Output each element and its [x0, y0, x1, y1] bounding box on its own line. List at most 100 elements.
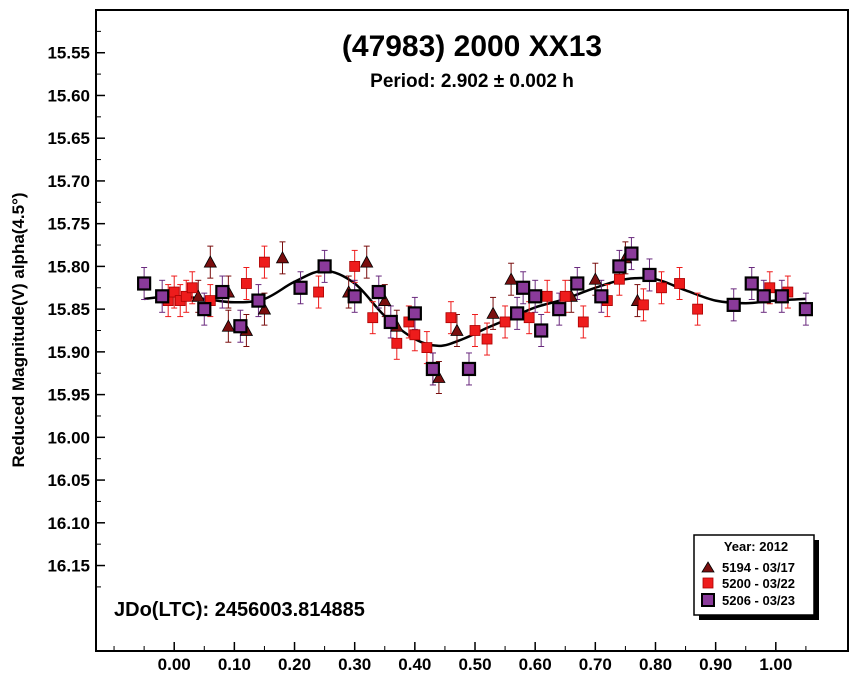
- data-point-5194: [275, 251, 290, 264]
- data-point-5200: [180, 290, 192, 302]
- data-point-5206: [137, 276, 152, 291]
- y-tick-label: 15.80: [47, 257, 90, 276]
- data-point-5200: [186, 282, 198, 294]
- x-tick-label: 0.10: [218, 655, 251, 674]
- y-tick-label: 15.75: [47, 215, 90, 234]
- data-point-5206: [756, 289, 771, 304]
- data-point-5194: [203, 255, 217, 268]
- data-point-5200: [349, 260, 361, 272]
- data-point-5200: [367, 312, 379, 324]
- chart-title: (47983) 2000 XX13: [342, 30, 602, 63]
- data-point-5200: [391, 337, 403, 349]
- data-point-5206: [425, 361, 440, 377]
- data-point-5200: [421, 342, 433, 353]
- data-point-5206: [383, 314, 398, 330]
- x-tick-label: 0.20: [278, 655, 311, 674]
- x-tick-label: 0.50: [458, 655, 491, 674]
- legend-marker-5206: [701, 593, 715, 607]
- jd-annotation: JDo(LTC): 2456003.814885: [114, 599, 365, 621]
- data-point-5200: [523, 312, 535, 324]
- data-point-5200: [692, 303, 703, 315]
- data-point-5206: [293, 280, 308, 295]
- data-point-5206: [552, 302, 567, 317]
- data-point-5206: [510, 306, 525, 321]
- data-point-5206: [407, 306, 422, 321]
- data-point-5206: [155, 289, 170, 304]
- data-point-5194: [360, 255, 374, 268]
- data-point-5206: [215, 284, 230, 300]
- data-point-5200: [259, 256, 270, 268]
- data-point-5206: [798, 302, 813, 317]
- data-point-5200: [674, 278, 685, 289]
- data-point-5200: [409, 329, 421, 341]
- data-point-5194: [486, 306, 500, 319]
- legend: Year: 2012 5194 - 03/17 5200 - 03/22 520…: [693, 534, 819, 620]
- y-tick-label: 15.55: [47, 44, 90, 63]
- data-point-5206: [347, 289, 362, 304]
- x-tick-label: 0.90: [699, 655, 732, 674]
- y-tick-label: 16.15: [47, 557, 90, 576]
- y-tick-label: 16.05: [47, 471, 90, 490]
- data-point-5194: [378, 293, 392, 306]
- data-point-5200: [481, 333, 493, 345]
- data-point-5206: [612, 259, 627, 274]
- data-point-5200: [240, 278, 252, 289]
- data-point-5200: [469, 325, 481, 336]
- legend-title: Year: 2012: [724, 539, 788, 554]
- data-point-5200: [577, 316, 589, 328]
- data-point-5194: [432, 370, 446, 383]
- y-tick-label: 15.95: [47, 386, 90, 405]
- data-point-5206: [534, 323, 549, 338]
- data-point-5200: [499, 316, 511, 328]
- data-point-5200: [313, 286, 324, 298]
- legend-marker-5194: [701, 561, 715, 573]
- data-point-5206: [774, 289, 789, 304]
- data-point-5194: [221, 319, 236, 332]
- legend-entry-5200: 5200 - 03/22: [722, 576, 795, 591]
- data-point-5206: [317, 259, 332, 274]
- data-point-5206: [744, 276, 759, 291]
- y-tick-label: 16.10: [47, 514, 90, 533]
- x-axis-ticks: 0.00 0.10 0.20 0.30 0.40 0.50 0.60 0.70 0.80 0.90…: [113, 642, 807, 674]
- data-point-5200: [559, 290, 571, 302]
- y-axis-ticks: 15.55 15.60 15.65 15.70 15.75 15.80 15.85 15.90…: [47, 30, 105, 588]
- data-point-5206: [197, 302, 212, 317]
- data-point-5206: [642, 267, 657, 283]
- data-point-5200: [638, 299, 649, 311]
- data-point-5206: [570, 276, 585, 291]
- y-tick-label: 15.65: [47, 129, 90, 148]
- data-point-5206: [594, 289, 609, 304]
- y-tick-label: 16.00: [47, 428, 90, 447]
- data-point-5200: [541, 290, 553, 302]
- data-point-5194: [450, 323, 464, 336]
- data-point-5206: [516, 280, 531, 295]
- x-tick-label: 0.40: [398, 655, 431, 674]
- x-tick-label: 1.00: [759, 655, 792, 674]
- y-tick-label: 15.60: [47, 86, 90, 105]
- data-point-5206: [726, 297, 741, 312]
- x-tick-label: 0.80: [639, 655, 672, 674]
- y-axis-label: Reduced Magnitude(V) alpha(4.5°): [9, 192, 28, 467]
- data-point-5200: [445, 312, 457, 324]
- x-tick-label: 0.60: [519, 655, 552, 674]
- legend-entry-5194: 5194 - 03/17: [722, 560, 795, 575]
- data-point-5200: [613, 273, 625, 285]
- data-point-5206: [624, 246, 639, 261]
- data-point-5194: [191, 289, 205, 302]
- chart-subtitle: Period: 2.902 ± 0.002 h: [370, 71, 574, 92]
- data-point-5206: [461, 361, 477, 377]
- y-tick-label: 15.85: [47, 300, 90, 319]
- x-tick-label: 0.00: [158, 655, 191, 674]
- data-point-5206: [371, 284, 386, 300]
- y-tick-label: 15.90: [47, 343, 90, 362]
- data-point-5200: [656, 282, 667, 294]
- data-point-5194: [504, 272, 518, 285]
- legend-entry-5206: 5206 - 03/23: [722, 593, 795, 608]
- data-point-5206: [528, 289, 543, 304]
- data-point-5206: [251, 293, 266, 308]
- data-point-5206: [233, 319, 248, 334]
- x-tick-label: 0.30: [338, 655, 371, 674]
- data-point-5194: [588, 272, 603, 285]
- legend-marker-5200: [702, 577, 714, 589]
